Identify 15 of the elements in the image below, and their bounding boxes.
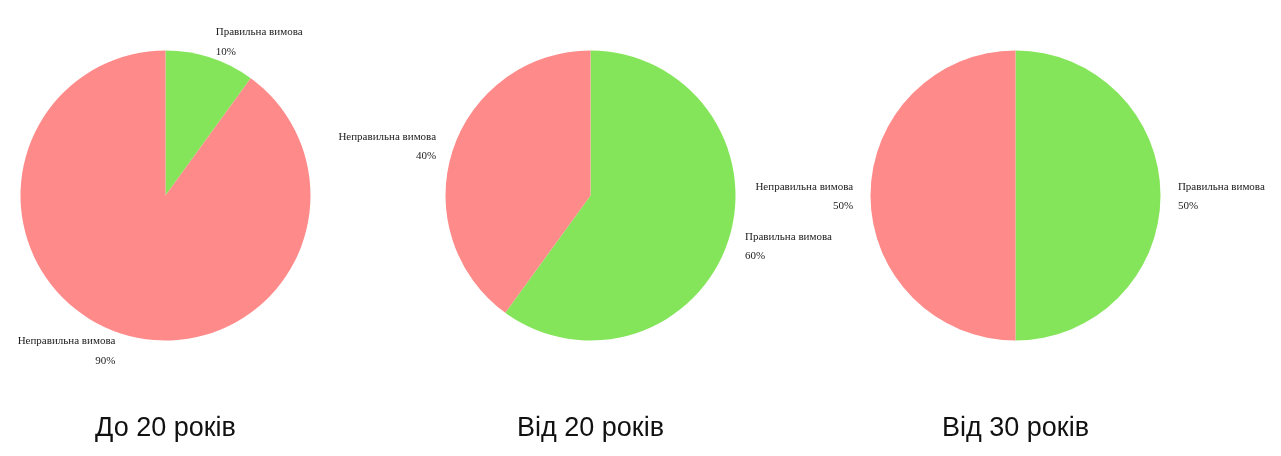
slice-label: Неправильна вимова [17, 334, 116, 347]
data-label: 10% [215, 44, 236, 57]
data-label: 50% [832, 199, 854, 212]
data-label: 90% [95, 353, 116, 366]
slice-label: Неправильна вимова [338, 129, 437, 142]
data-label: 40% [415, 148, 437, 161]
text: До 20 років [95, 411, 236, 442]
data-label: 60% [744, 249, 766, 262]
text: Від 20 років [517, 411, 664, 442]
data-label: 50% [1177, 199, 1199, 212]
slice-label: Правильна вимова [744, 230, 832, 243]
text: Від 30 років [942, 411, 1089, 442]
slice-label: Правильна вимова [215, 25, 303, 38]
slice-label: Неправильна вимова [755, 179, 854, 192]
slice-label: Правильна вимова [1177, 179, 1265, 192]
